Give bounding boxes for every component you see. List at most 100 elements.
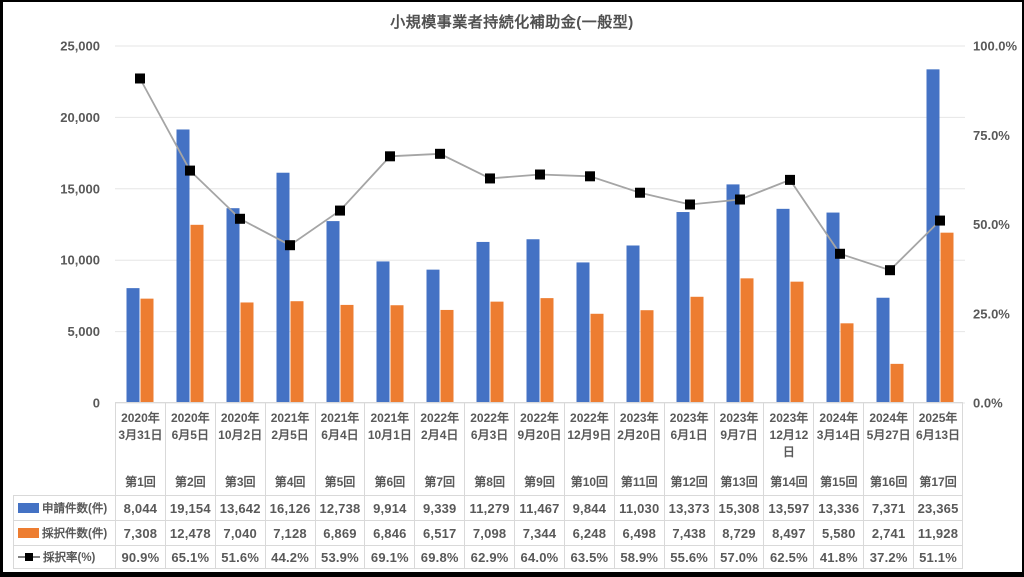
category-round: 第2回 xyxy=(174,475,206,489)
category-round: 第1回 xyxy=(125,475,156,489)
value-cell: 12,478 xyxy=(164,520,215,545)
value-cell: 62.9% xyxy=(464,545,515,569)
bar-adoptions xyxy=(540,298,554,403)
value-cell: 51.6% xyxy=(214,545,265,569)
category-date-line: 10月1日 xyxy=(367,428,412,442)
rate-marker xyxy=(235,213,245,224)
bar-applications xyxy=(676,212,690,403)
category-round: 第8回 xyxy=(474,475,505,489)
value-cell: 11,467 xyxy=(514,495,564,520)
right-axis-tick-label: 75.0% xyxy=(973,128,1010,143)
value-cell: 8,044 xyxy=(115,495,165,520)
bar-applications xyxy=(726,184,740,403)
category-date-line: 2023年 xyxy=(719,411,759,425)
rate-marker xyxy=(585,171,595,182)
bar-applications xyxy=(526,239,540,403)
bar-applications xyxy=(126,288,140,403)
category-date-line: 2024年 xyxy=(819,411,859,425)
bar-adoptions xyxy=(190,224,204,403)
value-cell: 69.1% xyxy=(364,545,415,569)
rate-marker xyxy=(185,165,195,176)
category-date-line: 2021年 xyxy=(320,411,360,425)
bar-applications xyxy=(426,269,440,403)
category-round: 第3回 xyxy=(224,475,256,489)
bar-adoptions xyxy=(290,301,304,403)
category-date-line: 2022年 xyxy=(520,411,559,425)
category-date: 2022年 12月9日 xyxy=(567,410,611,444)
category-round: 第14回 xyxy=(770,475,808,489)
bar-adoptions xyxy=(640,310,654,403)
value-cell: 62.5% xyxy=(763,545,814,569)
left-axis-tick-label: 5,000 xyxy=(67,324,100,339)
category-date-line: 2023年 xyxy=(619,411,659,425)
category-round: 第9回 xyxy=(524,475,555,489)
bar-adoptions xyxy=(340,304,354,403)
rate-marker xyxy=(885,265,895,276)
category-header-cell: 2024年 3月14日第15回 xyxy=(813,402,864,495)
category-date-line: 6月1日 xyxy=(670,428,708,442)
legend-swatch-adoptions xyxy=(18,528,39,538)
category-header-cell: 2024年 5月27日 第16回 xyxy=(863,402,914,495)
right-axis-tick-label: 25.0% xyxy=(973,306,1010,321)
category-header-cell: 2020年 10月2日第3回 xyxy=(214,402,265,495)
legend-marker-square xyxy=(25,553,33,561)
category-date: 2024年 3月14日 xyxy=(817,410,861,444)
category-date-line: 2021年 xyxy=(270,411,310,425)
category-header-cell: 2025年 6月13日 第17回 xyxy=(913,402,963,495)
value-cell: 41.8% xyxy=(813,545,864,569)
category-date-line: 6月13日 xyxy=(916,428,961,442)
category-date: 2020年 10月2日 xyxy=(218,410,262,444)
value-cell: 63.5% xyxy=(563,545,614,569)
category-date-line: 3月14日 xyxy=(816,428,861,442)
value-cell: 69.8% xyxy=(414,545,465,569)
category-date-line: 5月27日 xyxy=(866,428,911,442)
category-date: 2024年 5月27日 xyxy=(867,410,911,444)
value-cell: 44.2% xyxy=(264,545,315,569)
category-date-line: 2020年 xyxy=(121,411,160,425)
value-cell: 11,030 xyxy=(613,495,664,520)
right-axis-tick-label: 0.0% xyxy=(973,396,1003,411)
category-date: 2022年 6月3日 xyxy=(470,410,509,444)
category-date-line: 2022年 xyxy=(570,411,609,425)
bar-adoptions xyxy=(490,301,504,403)
bar-adoptions xyxy=(240,302,254,403)
bar-applications xyxy=(626,245,640,403)
category-round: 第7回 xyxy=(424,475,456,489)
value-cell: 6,846 xyxy=(364,520,415,545)
rate-marker xyxy=(785,174,795,185)
rate-marker xyxy=(435,148,445,159)
category-round: 第17回 xyxy=(919,475,957,489)
category-date-line: 2月4日 xyxy=(421,428,459,442)
value-cell: 8,729 xyxy=(713,520,764,545)
bar-adoptions xyxy=(440,309,454,403)
value-cell: 13,642 xyxy=(214,495,265,520)
plot-area: 0 5,000 10,000 15,000 20,000 25,000 0.0% 25.0% 5… xyxy=(60,39,1017,411)
category-round: 第12回 xyxy=(670,475,708,489)
series-name-label: 採択率(%) xyxy=(43,552,96,564)
category-date-line: 3月31日 xyxy=(118,428,163,442)
series-name-label: 申請件数(件) xyxy=(42,503,108,515)
category-date-line: 9月7日 xyxy=(720,428,758,442)
bar-applications xyxy=(326,221,340,403)
category-date-line: 6月3日 xyxy=(470,428,509,442)
value-cell: 5,580 xyxy=(813,520,864,545)
rate-marker xyxy=(835,248,845,259)
bar-applications xyxy=(176,129,190,403)
category-date: 2021年 10月1日 xyxy=(368,410,412,444)
value-cell: 57.0% xyxy=(713,545,764,569)
category-date: 2021年 6月4日 xyxy=(321,410,360,444)
left-axis-tick-label: 15,000 xyxy=(60,181,100,196)
value-cell: 15,308 xyxy=(713,495,764,520)
value-cell: 2,741 xyxy=(863,520,914,545)
left-axis-tick-label: 20,000 xyxy=(60,110,100,125)
value-cell: 11,279 xyxy=(464,495,515,520)
category-round: 第15回 xyxy=(820,475,858,489)
value-cell: 13,597 xyxy=(763,495,814,520)
bar-adoptions xyxy=(890,363,904,403)
bar-applications xyxy=(926,69,940,403)
category-header-cell: 2021年 10月1日 第6回 xyxy=(364,402,415,495)
value-cell: 6,248 xyxy=(563,520,614,545)
table-corner-cell xyxy=(13,402,115,495)
rate-marker xyxy=(535,169,545,180)
category-date: 2023年 12月12 日 xyxy=(770,410,809,461)
